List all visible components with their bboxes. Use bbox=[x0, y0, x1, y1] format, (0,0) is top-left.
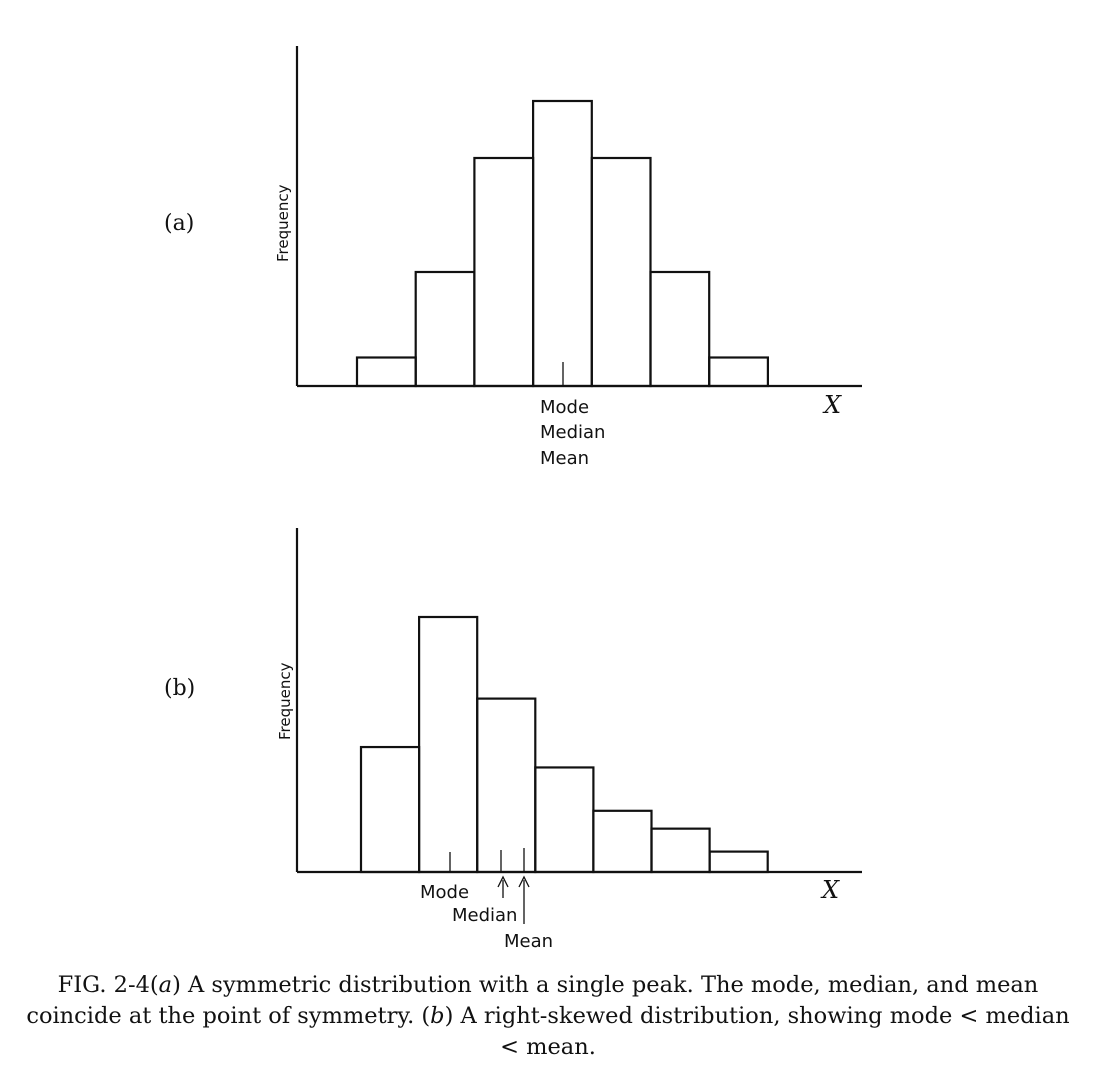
histogram-bar-4 bbox=[531, 99, 593, 388]
panel-b-mean-label: Mean bbox=[504, 931, 553, 952]
histogram-bar-7 bbox=[708, 850, 769, 874]
histogram-bar-3 bbox=[473, 156, 535, 388]
caption-part-1: ) A symmetric distribution with a single… bbox=[26, 972, 1039, 1029]
panel-b-x-axis-label: X bbox=[820, 876, 840, 904]
panel-b-median-arrowhead bbox=[497, 875, 509, 888]
caption-part-2: ) A right-skewed distribution, showing m… bbox=[444, 1003, 1070, 1060]
panel-b-mean-arrowhead bbox=[518, 875, 530, 888]
histogram-bar-5 bbox=[592, 809, 653, 874]
panel-a-mean-label: Mean bbox=[540, 448, 589, 469]
caption-label-a: a bbox=[158, 972, 173, 998]
panel-a-mode-label: Mode bbox=[540, 397, 589, 418]
histogram-bar-1 bbox=[359, 745, 421, 874]
panel-b-mode-label: Mode bbox=[420, 882, 469, 903]
panel-a-median-label: Median bbox=[540, 422, 605, 443]
histogram-bar-1 bbox=[355, 356, 417, 388]
histogram-bar-6 bbox=[649, 270, 711, 388]
histogram-bar-2 bbox=[414, 270, 476, 388]
histogram-bar-5 bbox=[590, 156, 652, 388]
panel-a-label: (a) bbox=[164, 211, 194, 236]
panel-a-x-axis-label: X bbox=[822, 391, 842, 419]
panel-b-bars bbox=[359, 615, 769, 874]
panel-a-y-axis-label: Frequency bbox=[274, 184, 292, 262]
caption-label-b: b bbox=[430, 1003, 445, 1029]
histogram-bar-4 bbox=[534, 766, 595, 874]
histogram-bar-3 bbox=[476, 697, 537, 874]
panel-a-histogram: (a) Frequency X Mode Median Mean bbox=[164, 46, 862, 469]
panel-b-median-label: Median bbox=[452, 905, 517, 926]
figure-caption: FIG. 2-4(a) A symmetric distribution wit… bbox=[20, 970, 1076, 1063]
panel-b-y-axis-label: Frequency bbox=[276, 662, 294, 740]
caption-prefix: FIG. 2-4( bbox=[57, 972, 159, 998]
histogram-bar-7 bbox=[708, 356, 770, 388]
histogram-bar-6 bbox=[650, 827, 711, 874]
figure-canvas: (a) Frequency X Mode Median Mean (b) Fre… bbox=[164, 46, 862, 952]
panel-b-label: (b) bbox=[164, 676, 195, 701]
panel-b-histogram: (b) Frequency X Mode Median Mean bbox=[164, 528, 862, 952]
histogram-bar-2 bbox=[418, 615, 479, 874]
panel-a-bars bbox=[355, 99, 770, 388]
